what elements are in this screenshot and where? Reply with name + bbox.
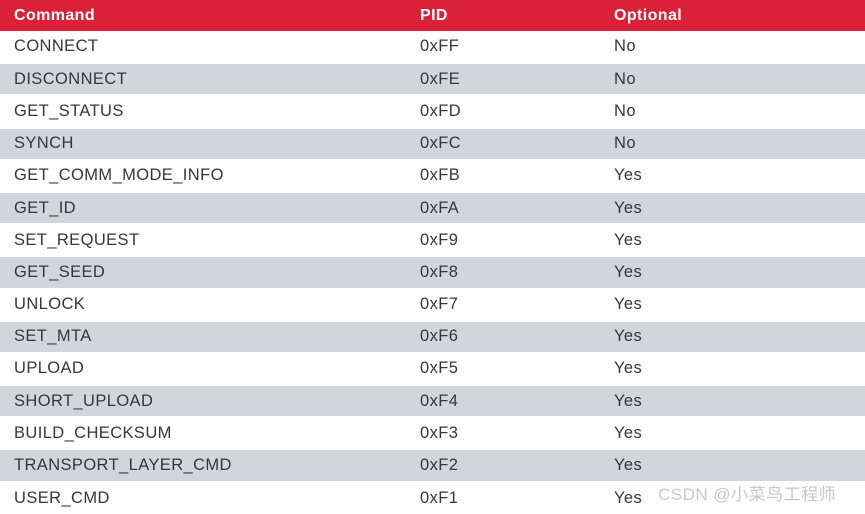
cell-pid: 0xF4 (406, 384, 600, 419)
table-row: GET_ID 0xFA Yes (0, 190, 865, 226)
cell-pid: 0xFF (420, 37, 460, 56)
cell-optional: No (614, 37, 636, 56)
cell-command: GET_ID (0, 190, 406, 226)
table-body: CONNECT 0xFF No DISCONNECT 0xFE No GET_STATUS 0… (0, 31, 865, 514)
cell-command: SET_REQUEST (14, 230, 140, 249)
cell-pid: 0xFA (406, 190, 600, 226)
cell-optional: Yes (600, 319, 865, 354)
cell-pid: 0xF7 (420, 295, 459, 314)
cell-command: SYNCH (0, 126, 406, 161)
cell-pid: 0xFB (420, 166, 461, 185)
cell-optional: Yes (614, 359, 643, 378)
table-header: Command PID Optional (0, 0, 865, 31)
cell-pid: 0xF8 (406, 255, 600, 290)
cell-command: GET_SEED (0, 255, 406, 290)
cell-pid: 0xFE (406, 62, 600, 97)
cell-optional: Yes (614, 230, 643, 249)
cell-optional: Yes (614, 488, 643, 507)
cell-optional: Yes (614, 295, 643, 314)
cell-pid: 0xFC (406, 126, 600, 161)
table-row: UPLOAD 0xF5 Yes (0, 352, 865, 386)
cell-command: UPLOAD (14, 359, 85, 378)
cell-optional: Yes (600, 190, 865, 226)
table-row: TRANSPORT_LAYER_CMD 0xF2 Yes (0, 448, 865, 483)
table-row: SET_REQUEST 0xF9 Yes (0, 224, 865, 257)
cell-pid: 0xFD (420, 101, 462, 120)
cell-command: BUILD_CHECKSUM (14, 423, 172, 442)
cell-command: UNLOCK (14, 295, 86, 314)
table-header-row: Command PID Optional (0, 0, 865, 31)
cell-command: SET_MTA (0, 319, 406, 354)
cell-command: GET_STATUS (14, 101, 124, 120)
cell-optional: No (600, 62, 865, 97)
cell-command: TRANSPORT_LAYER_CMD (0, 448, 406, 483)
table-row: SYNCH 0xFC No (0, 126, 865, 161)
cell-optional: Yes (600, 448, 865, 483)
cell-pid: 0xF2 (406, 448, 600, 483)
watermark: CSDN @小菜鸟工程师 (658, 485, 837, 504)
table-row: GET_SEED 0xF8 Yes (0, 255, 865, 290)
table-row: USER_CMD 0xF1 Yes (0, 481, 865, 514)
cell-command: CONNECT (14, 37, 99, 56)
cell-optional: No (600, 126, 865, 161)
column-header-command: Command (14, 6, 96, 24)
cell-pid: 0xF5 (420, 359, 459, 378)
table-row: DISCONNECT 0xFE No (0, 62, 865, 97)
table-row: SET_MTA 0xF6 Yes (0, 319, 865, 354)
cell-command: USER_CMD (14, 488, 110, 507)
cell-pid: 0xF9 (420, 230, 459, 249)
cell-command: GET_COMM_MODE_INFO (14, 166, 224, 185)
cell-command: SHORT_UPLOAD (0, 384, 406, 419)
cell-optional: Yes (614, 423, 643, 442)
table-row: UNLOCK 0xF7 Yes (0, 288, 865, 321)
cell-pid: 0xF6 (406, 319, 600, 354)
column-header-optional: Optional (614, 6, 683, 24)
table-row: SHORT_UPLOAD 0xF4 Yes (0, 384, 865, 419)
table-row: BUILD_CHECKSUM 0xF3 Yes (0, 417, 865, 450)
cell-pid: 0xF3 (420, 423, 459, 442)
table-row: CONNECT 0xFF No (0, 31, 865, 64)
cell-optional: Yes (614, 166, 643, 185)
cell-pid: 0xF1 (420, 488, 459, 507)
cell-command: DISCONNECT (0, 62, 406, 97)
cell-optional: Yes (600, 384, 865, 419)
cell-optional: Yes (600, 255, 865, 290)
column-header-pid: PID (420, 6, 448, 24)
table-row: GET_STATUS 0xFD No (0, 95, 865, 128)
table-row: GET_COMM_MODE_INFO 0xFB Yes (0, 159, 865, 192)
cell-optional: No (614, 101, 636, 120)
